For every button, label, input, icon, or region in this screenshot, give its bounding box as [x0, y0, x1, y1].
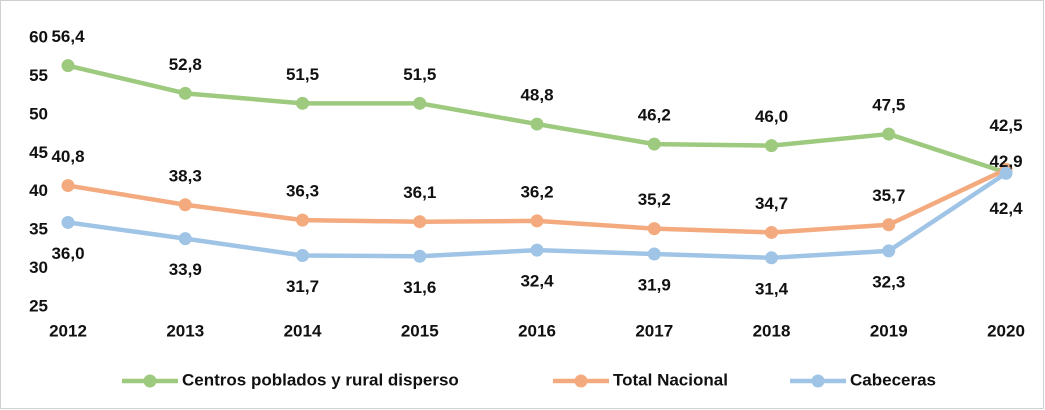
data-label: 31,7 — [286, 277, 319, 296]
data-point — [296, 213, 309, 227]
data-label: 42,9 — [989, 152, 1022, 171]
data-label: 38,3 — [169, 166, 202, 185]
data-point — [765, 251, 778, 265]
data-point — [882, 218, 896, 232]
data-label: 47,5 — [872, 96, 905, 115]
x-tick-label: 2018 — [753, 321, 791, 340]
data-label: 52,8 — [169, 55, 202, 74]
data-point — [178, 232, 192, 246]
legend-label: Cabeceras — [850, 370, 936, 389]
x-tick-label: 2014 — [284, 321, 322, 340]
data-label: 31,4 — [755, 279, 789, 298]
data-point — [413, 96, 427, 110]
data-label: 35,7 — [872, 186, 905, 205]
y-tick-label: 35 — [29, 220, 48, 239]
y-tick-label: 30 — [29, 258, 48, 277]
x-tick-label: 2020 — [987, 321, 1025, 340]
data-label: 46,0 — [755, 107, 788, 126]
data-point — [647, 222, 661, 236]
data-label: 40,8 — [51, 147, 84, 166]
data-point — [296, 96, 309, 110]
x-tick-label: 2019 — [870, 321, 908, 340]
data-point — [765, 139, 778, 153]
data-point — [765, 225, 778, 239]
data-label: 32,3 — [872, 272, 905, 291]
y-tick-label: 55 — [29, 66, 48, 85]
data-point — [178, 198, 192, 212]
data-point — [647, 247, 661, 261]
y-tick-label: 60 — [29, 27, 48, 46]
legend-marker — [574, 374, 588, 388]
data-point — [178, 86, 192, 100]
x-tick-label: 2012 — [49, 321, 87, 340]
data-label: 36,3 — [286, 182, 319, 201]
data-point — [61, 215, 75, 229]
y-tick-label: 45 — [29, 143, 48, 162]
data-point — [530, 117, 544, 131]
data-point — [413, 249, 427, 263]
y-tick-label: 50 — [29, 104, 48, 123]
data-label: 42,4 — [989, 199, 1023, 218]
data-label: 48,8 — [520, 86, 553, 105]
data-point — [530, 243, 544, 257]
data-point — [413, 215, 427, 229]
data-label: 34,7 — [755, 194, 788, 213]
data-label: 51,5 — [286, 65, 319, 84]
data-label: 51,5 — [403, 65, 436, 84]
data-label: 31,6 — [403, 278, 436, 297]
data-point — [296, 249, 309, 263]
data-label: 33,9 — [169, 260, 202, 279]
data-label: 31,9 — [638, 275, 671, 294]
data-label: 36,0 — [51, 244, 84, 263]
data-label: 35,2 — [638, 190, 671, 209]
legend-marker — [811, 374, 825, 388]
x-tick-label: 2015 — [401, 321, 439, 340]
data-label: 36,2 — [520, 182, 553, 201]
data-point — [647, 137, 661, 151]
x-tick-label: 2016 — [518, 321, 556, 340]
data-point — [530, 214, 544, 228]
data-point — [61, 179, 75, 193]
data-point — [61, 59, 75, 73]
data-label: 36,1 — [403, 183, 436, 202]
y-tick-label: 40 — [29, 181, 48, 200]
legend-label: Total Nacional — [613, 370, 728, 389]
data-label: 46,2 — [638, 106, 671, 125]
x-tick-label: 2017 — [635, 321, 673, 340]
y-tick-label: 25 — [29, 296, 48, 315]
legend-label: Centros poblados y rural disperso — [182, 370, 459, 389]
x-tick-label: 2013 — [166, 321, 204, 340]
data-point — [999, 166, 1013, 180]
data-label: 42,5 — [989, 116, 1022, 135]
legend-marker — [143, 374, 157, 388]
data-label: 32,4 — [520, 272, 554, 291]
data-label: 56,4 — [51, 27, 85, 46]
data-point — [882, 244, 896, 258]
data-point — [882, 127, 896, 141]
